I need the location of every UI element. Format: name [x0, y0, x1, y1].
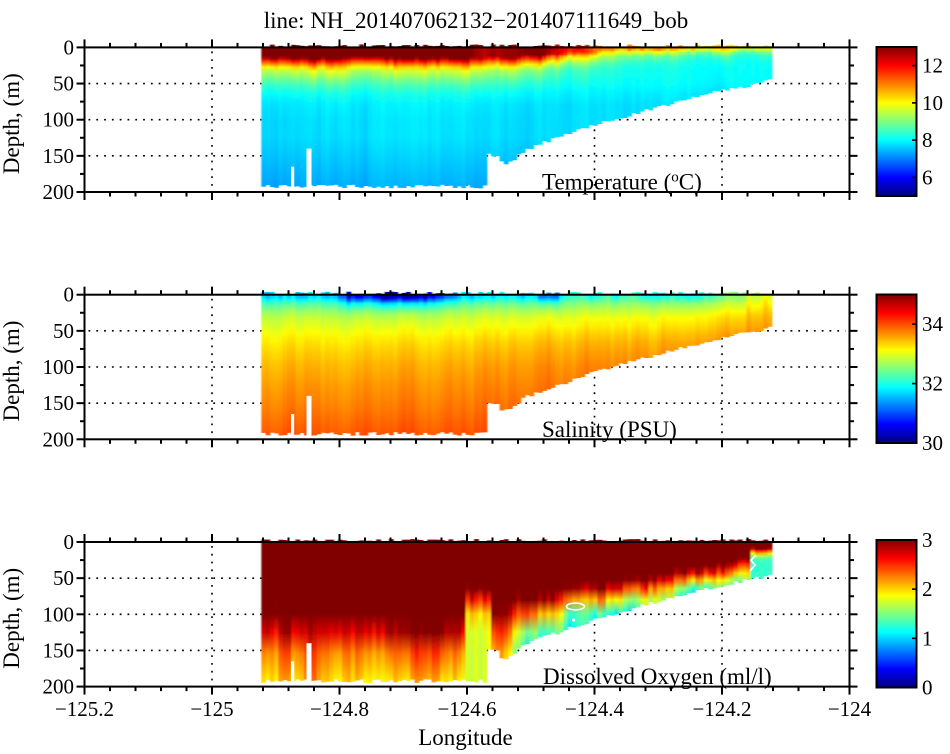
svg-text:50: 50 — [53, 72, 74, 96]
svg-text:100: 100 — [43, 108, 75, 132]
svg-text:−125.2: −125.2 — [55, 697, 114, 721]
svg-text:150: 150 — [43, 638, 75, 662]
svg-text:50: 50 — [53, 319, 74, 343]
svg-text:−124.6: −124.6 — [437, 697, 496, 721]
svg-text:1: 1 — [922, 626, 933, 650]
svg-text:Depth, (m): Depth, (m) — [0, 73, 24, 174]
svg-text:0: 0 — [64, 35, 75, 59]
svg-text:150: 150 — [43, 144, 75, 168]
svg-text:0: 0 — [922, 676, 933, 700]
svg-text:0: 0 — [64, 283, 75, 307]
svg-text:150: 150 — [43, 391, 75, 415]
svg-text:100: 100 — [43, 355, 75, 379]
svg-text:−124.4: −124.4 — [565, 697, 625, 721]
svg-text:30: 30 — [922, 431, 943, 455]
svg-text:2: 2 — [922, 577, 933, 601]
svg-text:0: 0 — [64, 530, 75, 554]
svg-text:line: NH_201407062132−20140711: line: NH_201407062132−201407111649_bob — [264, 8, 689, 33]
svg-text:−124.2: −124.2 — [692, 697, 751, 721]
svg-text:−124.8: −124.8 — [310, 697, 369, 721]
svg-text:50: 50 — [53, 566, 74, 590]
svg-text:Temperature (oC): Temperature (oC) — [542, 170, 702, 195]
svg-text:6: 6 — [922, 165, 933, 189]
svg-text:−124: −124 — [828, 697, 872, 721]
svg-text:8: 8 — [922, 128, 933, 152]
svg-text:10: 10 — [922, 91, 943, 115]
svg-text:100: 100 — [43, 602, 75, 626]
svg-text:Dissolved Oxygen (ml/l): Dissolved Oxygen (ml/l) — [543, 664, 772, 689]
svg-text:Salinity (PSU): Salinity (PSU) — [542, 417, 677, 442]
svg-text:200: 200 — [43, 675, 75, 699]
svg-text:Longitude: Longitude — [418, 725, 513, 750]
svg-text:200: 200 — [43, 180, 75, 204]
svg-text:−125: −125 — [190, 697, 233, 721]
svg-text:32: 32 — [922, 372, 943, 396]
svg-text:12: 12 — [922, 54, 943, 78]
svg-text:Depth, (m): Depth, (m) — [0, 321, 24, 422]
svg-text:Depth, (m): Depth, (m) — [0, 568, 24, 669]
svg-text:34: 34 — [922, 312, 944, 336]
svg-text:3: 3 — [922, 528, 933, 552]
svg-text:200: 200 — [43, 427, 75, 451]
